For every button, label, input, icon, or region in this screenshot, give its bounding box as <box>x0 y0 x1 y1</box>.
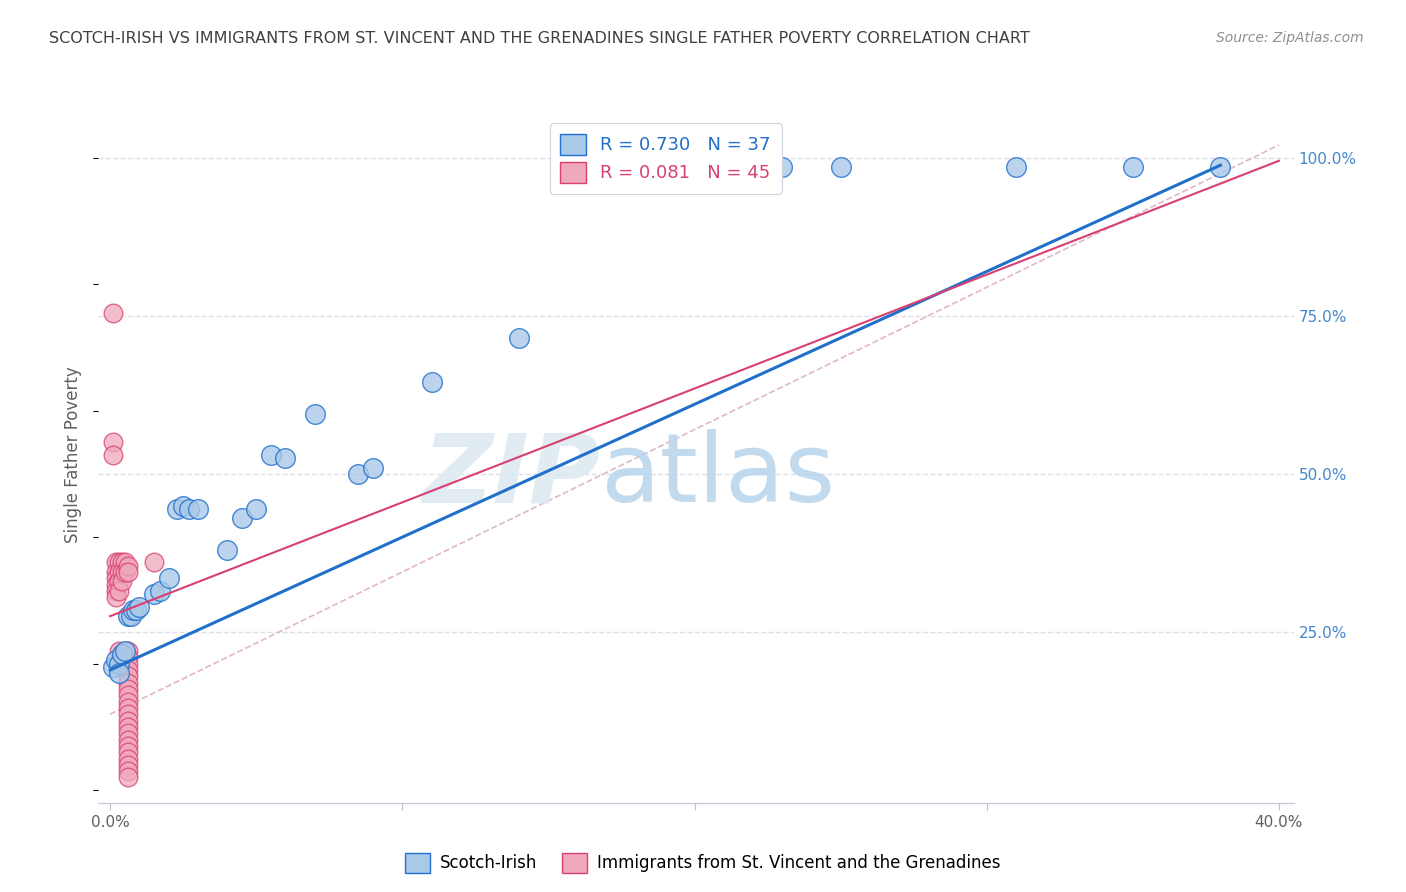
Y-axis label: Single Father Poverty: Single Father Poverty <box>65 367 83 543</box>
Point <box>770 160 793 174</box>
Point <box>114 644 136 658</box>
Legend: Scotch-Irish, Immigrants from St. Vincent and the Grenadines: Scotch-Irish, Immigrants from St. Vincen… <box>398 847 1008 880</box>
Point <box>713 160 735 174</box>
Point <box>104 571 127 585</box>
Point <box>111 647 134 661</box>
Point <box>108 556 131 570</box>
Point <box>111 556 134 570</box>
Point <box>274 451 297 466</box>
Point <box>117 650 139 665</box>
Point <box>104 591 127 605</box>
Point <box>104 565 127 579</box>
Point <box>122 603 145 617</box>
Text: SCOTCH-IRISH VS IMMIGRANTS FROM ST. VINCENT AND THE GRENADINES SINGLE FATHER POV: SCOTCH-IRISH VS IMMIGRANTS FROM ST. VINC… <box>49 31 1031 46</box>
Point <box>125 603 148 617</box>
Point <box>117 669 139 683</box>
Point <box>104 583 127 598</box>
Point <box>610 160 633 174</box>
Point <box>117 739 139 753</box>
Point <box>108 644 131 658</box>
Point <box>108 565 131 579</box>
Text: atlas: atlas <box>600 429 835 523</box>
Point <box>117 681 139 696</box>
Point <box>117 657 139 671</box>
Point <box>101 305 124 319</box>
Point <box>104 577 127 591</box>
Point <box>117 688 139 702</box>
Point <box>117 565 139 579</box>
Legend: R = 0.730   N = 37, R = 0.081   N = 45: R = 0.730 N = 37, R = 0.081 N = 45 <box>550 123 782 194</box>
Point <box>117 720 139 734</box>
Point <box>166 501 188 516</box>
Point <box>117 675 139 690</box>
Point <box>111 653 134 667</box>
Point <box>111 647 134 661</box>
Point <box>177 501 200 516</box>
Point <box>830 160 852 174</box>
Point <box>108 657 131 671</box>
Point <box>111 565 134 579</box>
Point <box>215 542 238 557</box>
Point <box>117 707 139 722</box>
Point <box>172 499 194 513</box>
Point <box>508 331 530 345</box>
Point <box>101 448 124 462</box>
Point <box>117 745 139 759</box>
Point <box>142 556 165 570</box>
Point <box>1005 160 1028 174</box>
Point <box>304 407 326 421</box>
Point <box>245 501 267 516</box>
Point <box>669 160 692 174</box>
Text: Source: ZipAtlas.com: Source: ZipAtlas.com <box>1216 31 1364 45</box>
Point <box>128 599 150 614</box>
Point <box>117 558 139 573</box>
Point <box>551 160 574 174</box>
Point <box>231 511 253 525</box>
Point <box>117 764 139 779</box>
Point <box>149 583 172 598</box>
Point <box>108 666 131 681</box>
Point <box>114 565 136 579</box>
Point <box>120 609 142 624</box>
Point <box>420 375 443 389</box>
Point <box>104 556 127 570</box>
Text: ZIP: ZIP <box>422 429 600 523</box>
Point <box>1209 160 1232 174</box>
Point <box>117 644 139 658</box>
Point <box>101 660 124 674</box>
Point <box>117 609 139 624</box>
Point <box>114 556 136 570</box>
Point <box>117 732 139 747</box>
Point <box>108 574 131 589</box>
Point <box>187 501 209 516</box>
Point <box>101 435 124 450</box>
Point <box>157 571 180 585</box>
Point <box>104 653 127 667</box>
Point <box>361 460 384 475</box>
Point <box>117 714 139 728</box>
Point <box>117 751 139 765</box>
Point <box>108 583 131 598</box>
Point <box>117 663 139 677</box>
Point <box>347 467 370 481</box>
Point <box>1122 160 1144 174</box>
Point <box>117 695 139 709</box>
Point <box>111 574 134 589</box>
Point <box>117 757 139 772</box>
Point <box>117 701 139 715</box>
Point <box>117 771 139 785</box>
Point <box>142 587 165 601</box>
Point <box>117 726 139 740</box>
Point <box>260 448 283 462</box>
